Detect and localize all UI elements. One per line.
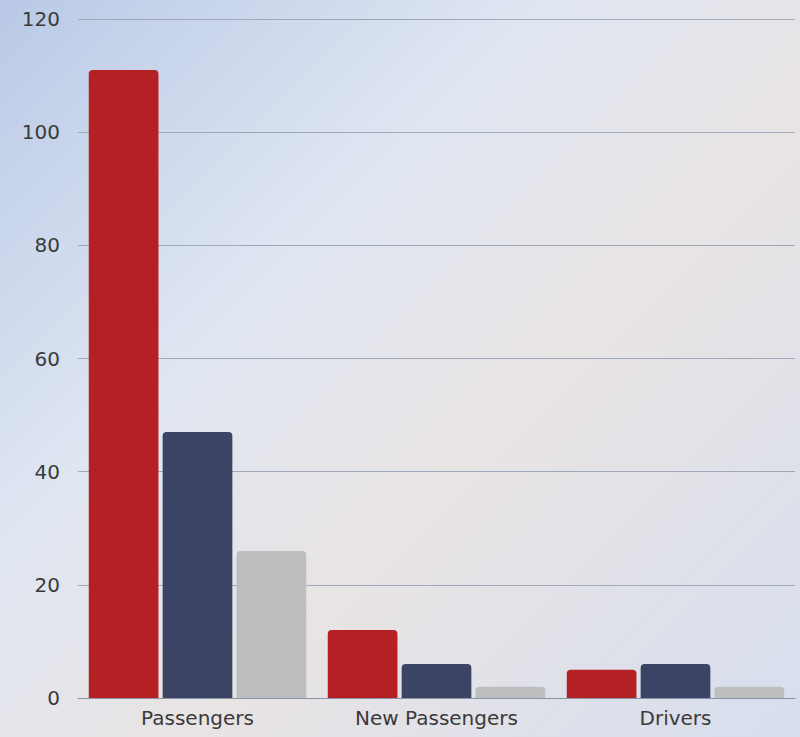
svg-text:60: 60 [35, 347, 60, 371]
svg-text:Drivers: Drivers [640, 706, 712, 730]
svg-text:Passengers: Passengers [141, 706, 254, 730]
svg-text:20: 20 [35, 573, 60, 597]
svg-text:100: 100 [22, 120, 60, 144]
svg-text:0: 0 [47, 686, 60, 710]
svg-text:New Passengers: New Passengers [355, 706, 518, 730]
svg-text:80: 80 [35, 233, 60, 257]
svg-text:40: 40 [35, 460, 60, 484]
svg-text:120: 120 [22, 7, 60, 31]
